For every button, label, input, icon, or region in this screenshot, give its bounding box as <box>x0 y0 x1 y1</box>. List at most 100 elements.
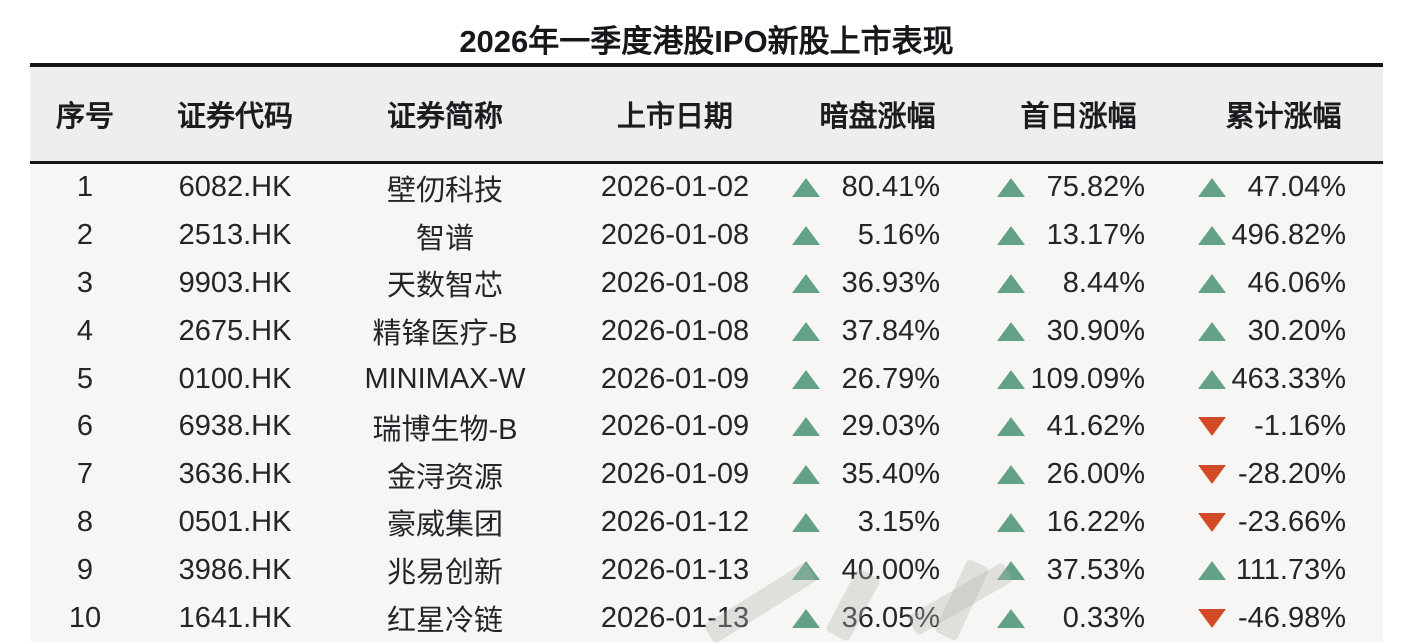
up-triangle-icon <box>997 178 1025 198</box>
cell-grey-market-change: 40.00% <box>790 554 965 587</box>
first-day-change-value: 37.53% <box>1046 553 1145 586</box>
up-triangle-icon <box>997 417 1025 437</box>
up-triangle-icon <box>1198 178 1226 198</box>
table-row: 8 0501.HK 豪威集团 2026-01-12 3.15% 16.22% -… <box>30 499 1383 547</box>
cumulative-change-value: 47.04% <box>1247 171 1346 204</box>
cell-list-date: 2026-01-09 <box>600 410 750 443</box>
cell-stock-code: 2675.HK <box>178 314 292 347</box>
cell-list-date: 2026-01-12 <box>600 505 750 538</box>
up-triangle-icon <box>997 321 1025 341</box>
grey-market-change-value: 35.40% <box>841 458 940 491</box>
first-day-change-value: 16.22% <box>1046 505 1145 538</box>
cell-cumulative-change: 496.82% <box>1170 219 1375 252</box>
cell-list-date: 2026-01-09 <box>600 362 750 395</box>
cell-cumulative-change: 111.73% <box>1170 554 1375 587</box>
cell-stock-code: 3986.HK <box>178 553 292 586</box>
cell-first-day-change: 13.17% <box>965 219 1170 252</box>
cell-stock-name: 红星冷链 <box>386 605 503 638</box>
header-grey-market-change: 暗盘涨幅 <box>819 101 936 133</box>
up-triangle-icon <box>997 512 1025 532</box>
table-row: 10 1641.HK 红星冷链 2026-01-13 36.05% 0.33% … <box>30 594 1383 642</box>
cell-stock-code: 0501.HK <box>178 505 292 538</box>
header-first-day-change: 首日涨幅 <box>1020 101 1137 133</box>
cell-first-day-change: 109.09% <box>965 363 1170 396</box>
up-triangle-icon <box>1198 273 1226 293</box>
cell-index: 7 <box>76 458 94 491</box>
down-triangle-icon <box>1198 465 1226 485</box>
cell-cumulative-change: 30.20% <box>1170 315 1375 348</box>
cell-stock-code: 2513.HK <box>178 219 292 252</box>
header-index: 序号 <box>55 101 114 133</box>
cell-grey-market-change: 29.03% <box>790 410 965 443</box>
up-triangle-icon <box>792 369 820 389</box>
cell-stock-code: 3636.HK <box>178 458 292 491</box>
table-row: 1 6082.HK 壁仞科技 2026-01-02 80.41% 75.82% … <box>30 164 1383 212</box>
first-day-change-value: 8.44% <box>1062 266 1145 299</box>
table-row: 3 9903.HK 天数智芯 2026-01-08 36.93% 8.44% 4… <box>30 260 1383 308</box>
cell-cumulative-change: 46.06% <box>1170 267 1375 300</box>
cell-stock-code: 9903.HK <box>178 266 292 299</box>
cell-cumulative-change: 47.04% <box>1170 171 1375 204</box>
cell-first-day-change: 30.90% <box>965 315 1170 348</box>
header-stock-code: 证券代码 <box>176 101 293 133</box>
cell-list-date: 2026-01-13 <box>600 553 750 586</box>
table-row: 2 2513.HK 智谱 2026-01-08 5.16% 13.17% 496… <box>30 212 1383 260</box>
cell-index: 4 <box>76 314 94 347</box>
up-triangle-icon <box>997 273 1025 293</box>
down-triangle-icon <box>1198 608 1226 628</box>
cell-first-day-change: 26.00% <box>965 458 1170 491</box>
up-triangle-icon <box>792 560 820 580</box>
up-triangle-icon <box>792 512 820 532</box>
cell-grey-market-change: 80.41% <box>790 171 965 204</box>
up-triangle-icon <box>997 226 1025 246</box>
cell-stock-code: 6938.HK <box>178 410 292 443</box>
table-row: 7 3636.HK 金浔资源 2026-01-09 35.40% 26.00% … <box>30 451 1383 499</box>
up-triangle-icon <box>792 465 820 485</box>
table-row: 4 2675.HK 精锋医疗-B 2026-01-08 37.84% 30.90… <box>30 307 1383 355</box>
cell-list-date: 2026-01-08 <box>600 314 750 347</box>
grey-market-change-value: 29.03% <box>841 410 940 443</box>
cell-index: 2 <box>76 219 94 252</box>
up-triangle-icon <box>792 178 820 198</box>
cell-stock-name: 兆易创新 <box>386 557 503 590</box>
cell-stock-name: 瑞博生物-B <box>372 413 518 446</box>
up-triangle-icon <box>792 273 820 293</box>
first-day-change-value: 41.62% <box>1046 410 1145 443</box>
cell-list-date: 2026-01-02 <box>600 171 750 204</box>
up-triangle-icon <box>792 321 820 341</box>
header-list-date: 上市日期 <box>616 101 733 133</box>
cell-cumulative-change: -1.16% <box>1170 410 1375 443</box>
table-row: 6 6938.HK 瑞博生物-B 2026-01-09 29.03% 41.62… <box>30 403 1383 451</box>
cell-first-day-change: 41.62% <box>965 410 1170 443</box>
grey-market-change-value: 40.00% <box>841 553 940 586</box>
header-cumulative-change: 累计涨幅 <box>1225 101 1342 133</box>
first-day-change-value: 30.90% <box>1046 314 1145 347</box>
cell-index: 6 <box>76 410 94 443</box>
cell-first-day-change: 8.44% <box>965 267 1170 300</box>
up-triangle-icon <box>1198 226 1226 246</box>
cell-grey-market-change: 26.79% <box>790 363 965 396</box>
cumulative-change-value: -23.66% <box>1237 505 1346 538</box>
cell-index: 8 <box>76 505 94 538</box>
first-day-change-value: 109.09% <box>1030 362 1146 395</box>
cell-cumulative-change: -46.98% <box>1170 602 1375 635</box>
up-triangle-icon <box>1198 560 1226 580</box>
cell-grey-market-change: 5.16% <box>790 219 965 252</box>
cell-stock-name: 天数智芯 <box>386 270 503 303</box>
up-triangle-icon <box>997 560 1025 580</box>
cell-grey-market-change: 35.40% <box>790 458 965 491</box>
cumulative-change-value: -46.98% <box>1237 601 1346 634</box>
cell-grey-market-change: 3.15% <box>790 506 965 539</box>
up-triangle-icon <box>1198 369 1226 389</box>
cell-stock-code: 0100.HK <box>178 362 292 395</box>
cell-grey-market-change: 36.05% <box>790 602 965 635</box>
cumulative-change-value: 30.20% <box>1247 314 1346 347</box>
cell-cumulative-change: -28.20% <box>1170 458 1375 491</box>
page-title: 2026年一季度港股IPO新股上市表现 <box>459 24 954 59</box>
down-triangle-icon <box>1198 417 1226 437</box>
table-row: 5 0100.HK MINIMAX-W 2026-01-09 26.79% 10… <box>30 355 1383 403</box>
cell-cumulative-change: 463.33% <box>1170 363 1375 396</box>
grey-market-change-value: 36.05% <box>841 601 940 634</box>
up-triangle-icon <box>997 465 1025 485</box>
header-stock-name: 证券简称 <box>386 101 503 133</box>
